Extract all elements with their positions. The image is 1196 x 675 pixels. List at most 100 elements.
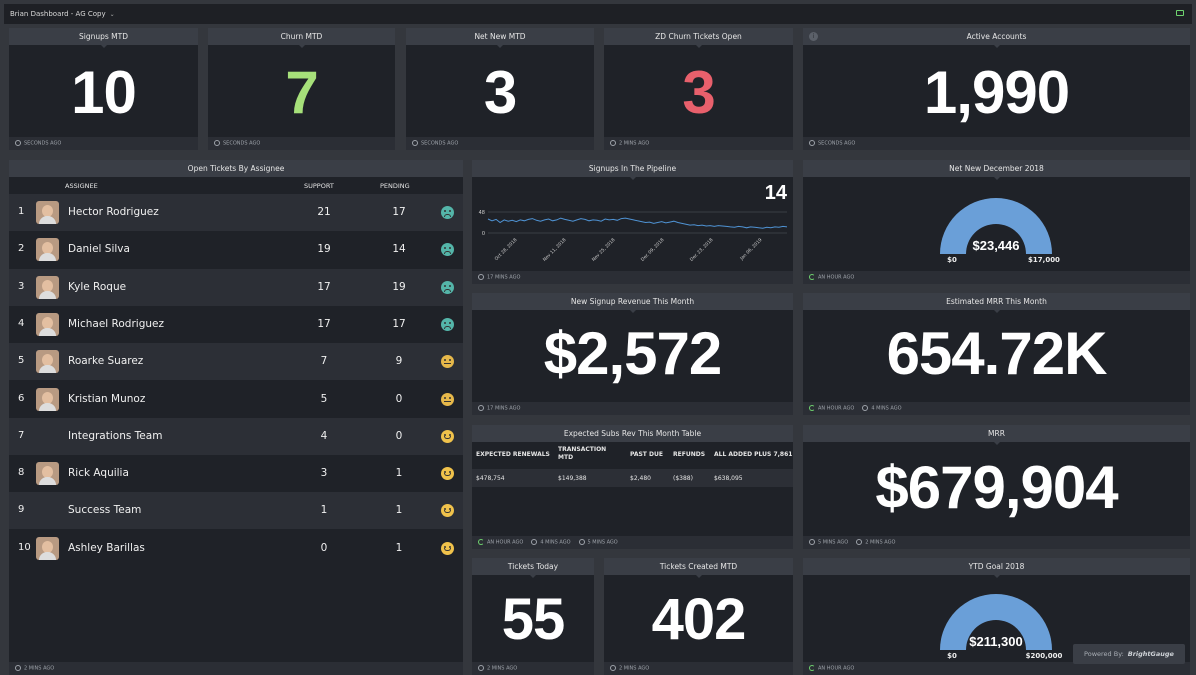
net-new-december-card[interactable]: Net New December 2018 $23,446 $0 $17,000 A… (803, 160, 1190, 284)
support-header[interactable]: SUPPORT (304, 182, 334, 190)
card-title: Net New MTD (406, 28, 594, 48)
table-row[interactable]: 7 Integrations Team 4 0 (9, 417, 463, 455)
clock-icon (809, 539, 815, 546)
card-title: ZD Churn Tickets Open (604, 28, 793, 48)
ytd-goal-gauge: $211,300 $0 $200,000 (940, 594, 1063, 660)
card-title: Churn MTD (208, 28, 395, 48)
new-signup-revenue-value: $2,572 (543, 320, 723, 387)
table-row[interactable]: 2 Daniel Silva 19 14 (9, 231, 463, 268)
info-icon[interactable]: i (809, 32, 818, 41)
active-accounts-card[interactable]: Active Accounts i 1,990 SECONDS AGO (803, 28, 1190, 150)
avatar (36, 238, 59, 262)
table-row[interactable]: 3 Kyle Roque 17 19 (9, 268, 463, 306)
updated-time: 2 MINS AGO (24, 665, 55, 672)
active-accounts-value: 1,990 (923, 59, 1070, 126)
estimated-mrr-card[interactable]: Estimated MRR This Month 654.72K AN HOUR… (803, 293, 1190, 415)
card-title: Tickets Today (472, 558, 594, 578)
chevron-down-icon[interactable]: ⌄ (109, 10, 115, 18)
rank: 4 (18, 317, 25, 329)
signups-pipeline-card[interactable]: Signups In The Pipeline 14 48 0 Oct 28, 20… (472, 160, 793, 284)
updated-time: AN HOUR AGO (818, 274, 855, 281)
card-title: Signups In The Pipeline (472, 160, 793, 180)
rank: 7 (18, 429, 25, 441)
past-due-value: $2,480 (630, 475, 651, 482)
table-row[interactable]: 4 Michael Rodriguez 17 17 (9, 306, 463, 343)
pending-header[interactable]: PENDING (380, 182, 410, 190)
signups-mtd-value: 10 (71, 59, 137, 126)
updated-time: SECONDS AGO (24, 140, 62, 147)
table-row[interactable]: 6 Kristian Munoz 5 0 (9, 381, 463, 418)
refunds-header[interactable]: REFUNDS (673, 451, 706, 458)
updated-time: SECONDS AGO (223, 140, 261, 147)
signups-mtd-card[interactable]: Signups MTD 10 SECONDS AGO (9, 28, 198, 150)
clock-icon (412, 140, 418, 147)
updated-time: SECONDS AGO (421, 140, 459, 147)
table-row[interactable]: 10 Ashley Barillas 0 1 (9, 530, 463, 567)
pipeline-current-value: 14 (764, 182, 787, 204)
support-count: 7 (320, 355, 328, 368)
table-row[interactable]: 1 Hector Rodriguez 21 17 (9, 194, 463, 231)
tickets-today-card[interactable]: Tickets Today 55 2 MINS AGO (472, 558, 594, 675)
pending-count: 9 (395, 355, 403, 368)
updated-time: 2 MINS AGO (487, 665, 518, 672)
powered-by-badge[interactable]: Powered By: BrightGauge (1073, 644, 1185, 664)
rank: 6 (18, 392, 25, 404)
card-title: Net New December 2018 (803, 160, 1190, 180)
table-row[interactable]: 8 Rick Aquilia 3 1 (9, 455, 463, 492)
sad-face-icon (441, 206, 454, 219)
updated-time: 2 MINS AGO (865, 539, 896, 546)
gauge-max-label: $200,000 (1026, 652, 1063, 660)
renewals-header[interactable]: EXPECTED RENEWALS (476, 451, 550, 458)
support-count: 0 (320, 541, 328, 554)
support-count: 17 (317, 280, 331, 293)
card-title: Tickets Created MTD (604, 558, 793, 578)
transaction-header[interactable]: TRANSACTION MTD (558, 446, 607, 461)
sad-face-icon (441, 280, 454, 294)
avatar (36, 275, 59, 299)
past-due-header[interactable]: PAST DUE (630, 451, 663, 458)
mrr-card[interactable]: MRR $679,904 5 MINS AGO 2 MINS AGO (803, 425, 1190, 549)
open-tickets-card[interactable]: Open Tickets By Assignee ASSIGNEE SUPPOR… (9, 160, 463, 675)
zd-churn-tickets-card[interactable]: ZD Churn Tickets Open 3 2 MINS AGO (604, 28, 793, 150)
updated-time: 4 MINS AGO (540, 539, 571, 546)
happy-face-icon (441, 429, 454, 443)
new-signup-revenue-card[interactable]: New Signup Revenue This Month $2,572 17 … (472, 293, 793, 415)
assignee-header[interactable]: ASSIGNEE (65, 182, 98, 190)
card-footer: SECONDS AGO (9, 137, 198, 150)
clock-icon (856, 539, 863, 546)
tv-mode-icon[interactable] (1176, 10, 1184, 16)
clock-icon (15, 140, 21, 147)
churn-mtd-card[interactable]: Churn MTD 7 SECONDS AGO (208, 28, 395, 150)
net-new-mtd-card[interactable]: Net New MTD 3 SECONDS AGO (406, 28, 594, 150)
net-new-december-gauge: $23,446 $0 $17,000 (940, 198, 1060, 264)
rank: 5 (18, 355, 25, 367)
x-tick-label: Oct 28, 2018 (493, 237, 518, 262)
assignee-name: Roarke Suarez (68, 355, 144, 368)
gauge-value-label: $23,446 (973, 238, 1020, 253)
pending-count: 1 (395, 504, 403, 517)
expected-subs-card[interactable]: Expected Subs Rev This Month Table EXPEC… (472, 425, 793, 549)
table-row[interactable]: 5 Roarke Suarez 7 9 (9, 343, 463, 381)
card-title: Signups MTD (9, 28, 198, 48)
updated-time: 17 MINS AGO (487, 405, 521, 412)
gauge-min-label: $0 (947, 652, 957, 660)
assignee-name: Rick Aquilia (68, 467, 129, 480)
estimated-mrr-value: 654.72K (886, 320, 1108, 387)
avatar (36, 312, 59, 336)
all-added-header[interactable]: ALL ADDED PLUS 7,861 (714, 451, 793, 458)
card-footer: 2 MINS AGO (9, 662, 463, 675)
pending-count: 17 (392, 317, 406, 330)
dashboard-title[interactable]: Brian Dashboard - AG Copy (10, 10, 106, 18)
rank: 8 (18, 467, 25, 479)
table-row[interactable]: 9 Success Team 1 1 (9, 492, 463, 530)
card-title: Expected Subs Rev This Month Table (472, 425, 793, 445)
support-count: 19 (317, 243, 331, 256)
assignee-name: Daniel Silva (68, 243, 130, 256)
support-count: 1 (320, 504, 328, 517)
updated-time: 5 MINS AGO (587, 539, 618, 546)
avatar (36, 201, 59, 224)
assignee-name: Ashley Barillas (68, 541, 145, 554)
card-title: New Signup Revenue This Month (472, 293, 793, 313)
tickets-created-card[interactable]: Tickets Created MTD 402 2 MINS AGO (604, 558, 793, 675)
